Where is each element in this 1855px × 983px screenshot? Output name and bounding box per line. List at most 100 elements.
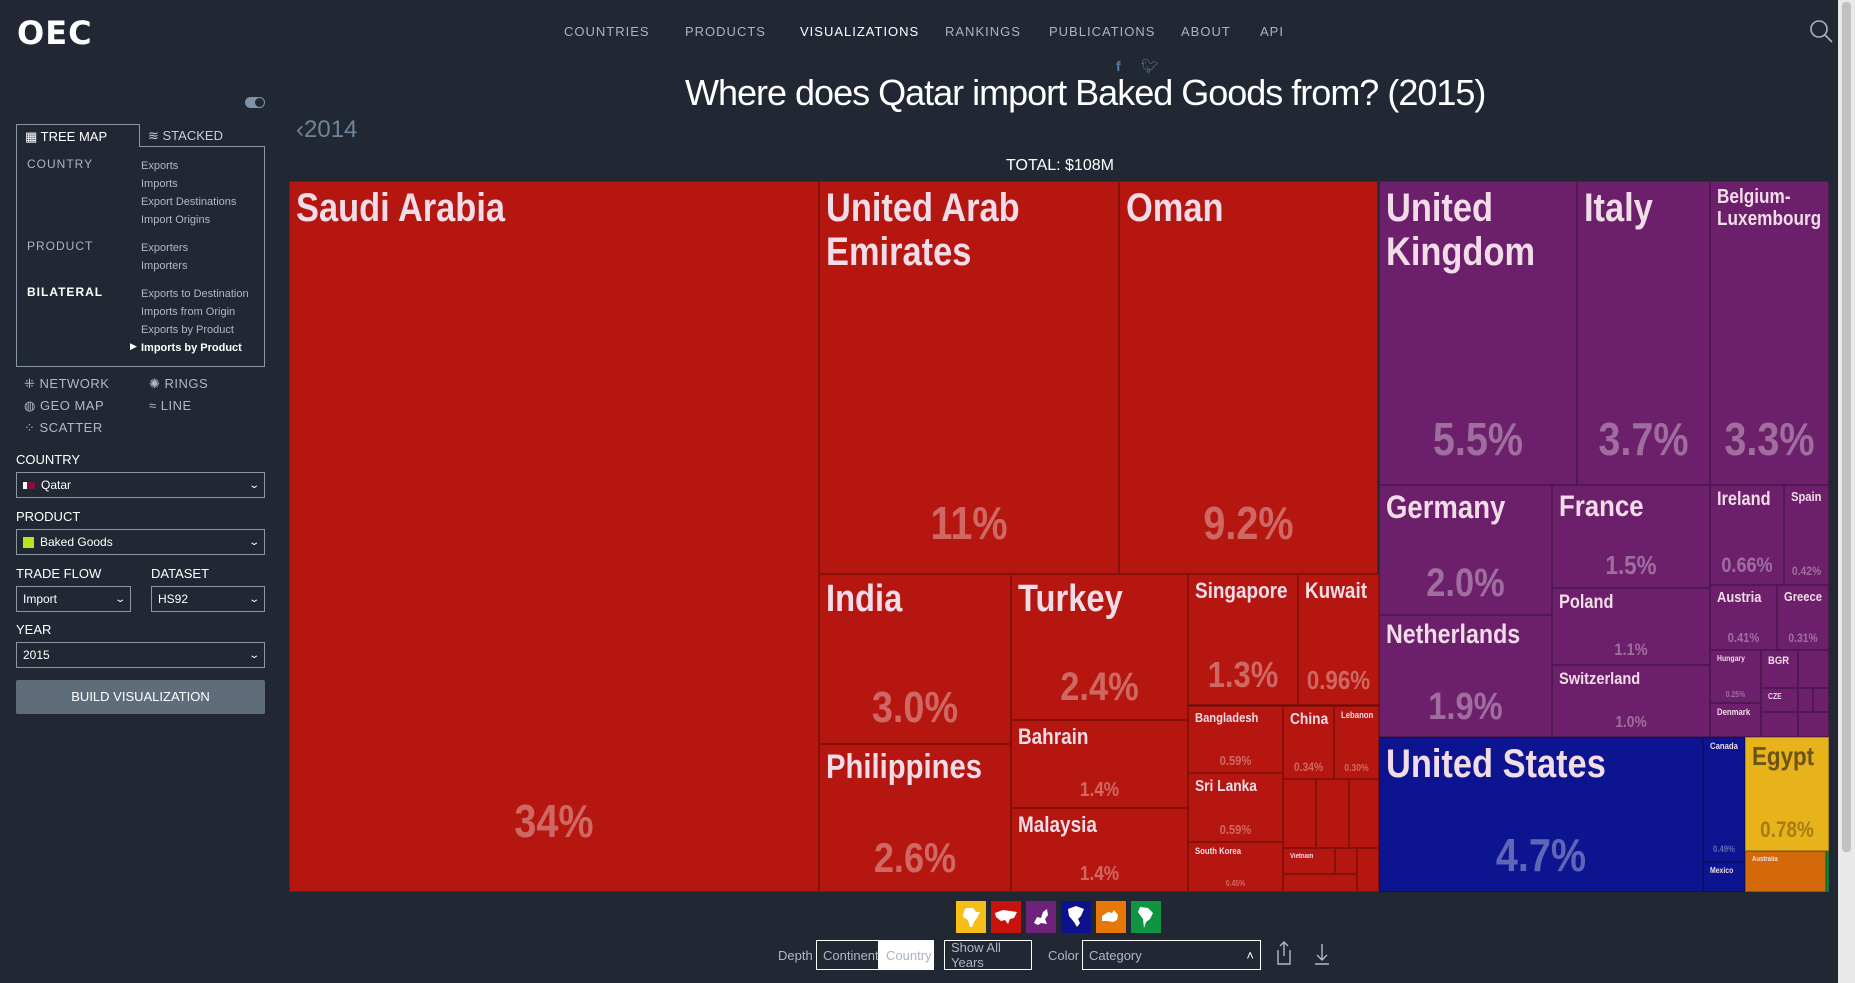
treemap-cell[interactable]: Australia (1745, 851, 1826, 892)
scrollbar-thumb[interactable] (1842, 2, 1851, 852)
link-exporters[interactable]: Exporters (141, 242, 189, 254)
treemap-cell[interactable]: Saudi Arabia 34% (289, 181, 819, 892)
treemap-cell-other[interactable] (1335, 848, 1357, 874)
treemap-cell[interactable]: Poland 1.1% (1552, 588, 1710, 665)
vertical-scrollbar[interactable] (1838, 0, 1855, 983)
depth-continent-button[interactable]: Continent (816, 940, 879, 970)
tab-stacked[interactable]: ≋ STACKED (140, 124, 231, 146)
treemap-cell[interactable]: Singapore 1.3% (1188, 574, 1298, 705)
previous-year-link[interactable]: ‹2014 (296, 116, 358, 143)
asia-legend-icon[interactable] (991, 901, 1021, 933)
treemap-cell[interactable]: Canada 0.49% (1703, 737, 1745, 862)
nav-publications[interactable]: PUBLICATIONS (1049, 24, 1156, 39)
product-select[interactable]: Baked Goods ⌄ (16, 529, 265, 555)
depth-country-button[interactable]: Country (879, 940, 934, 970)
link-imports[interactable]: Imports (141, 178, 178, 190)
north-america-legend-icon[interactable] (1061, 901, 1091, 933)
treemap-cell[interactable]: Austria 0.41% (1710, 585, 1777, 650)
link-export-destinations[interactable]: Export Destinations (141, 196, 237, 208)
africa-legend-icon[interactable] (956, 901, 986, 933)
treemap-cell-other[interactable] (1357, 848, 1379, 892)
treemap-cell[interactable]: Mexico (1703, 862, 1745, 892)
viz-scatter[interactable]: ⁘ SCATTER (24, 420, 103, 436)
nav-countries[interactable]: COUNTRIES (564, 24, 650, 39)
treemap-cell[interactable]: South Korea 0.45% (1188, 842, 1283, 892)
treemap-cell[interactable]: Hungary 0.25% (1710, 650, 1761, 703)
treemap-cell[interactable]: Sri Lanka 0.59% (1188, 773, 1283, 842)
treemap-cell[interactable]: Germany 2.0% (1379, 485, 1552, 615)
treemap-cell[interactable]: Bahrain 1.4% (1011, 720, 1188, 808)
treemap-cell[interactable]: Ireland 0.66% (1710, 485, 1784, 585)
nav-api[interactable]: API (1260, 24, 1284, 39)
treemap-cell[interactable]: Greece 0.31% (1777, 585, 1829, 650)
treemap-cell[interactable]: Kuwait 0.96% (1298, 574, 1379, 705)
treemap-cell[interactable]: United States 4.7% (1379, 737, 1703, 892)
viz-network[interactable]: ⁜ NETWORK (24, 376, 109, 392)
treemap-cell[interactable]: Denmark (1710, 703, 1761, 737)
oceania-legend-icon[interactable] (1096, 901, 1126, 933)
treemap-cell[interactable]: Turkey 2.4% (1011, 574, 1188, 720)
treemap-cell[interactable]: China 0.34% (1283, 706, 1334, 779)
treemap-cell[interactable]: BGR (1761, 650, 1798, 688)
year-select[interactable]: 2015 ⌄ (16, 642, 265, 668)
theme-toggle[interactable] (245, 97, 265, 108)
treemap-cell[interactable]: Philippines 2.6% (819, 744, 1011, 892)
treemap-cell[interactable]: CZE (1761, 688, 1798, 712)
treemap-cell[interactable]: India 3.0% (819, 574, 1011, 744)
treemap-cell[interactable]: United Arab Emirates 11% (819, 181, 1119, 574)
trade-flow-select[interactable]: Import ⌄ (16, 586, 131, 612)
link-importers[interactable]: Importers (141, 260, 188, 272)
treemap-cell-other[interactable] (1798, 688, 1813, 712)
link-exports[interactable]: Exports (141, 160, 179, 172)
treemap-cell[interactable]: Oman 9.2% (1119, 181, 1378, 574)
nav-rankings[interactable]: RANKINGS (945, 24, 1021, 39)
treemap-cell-other[interactable] (1283, 874, 1357, 892)
share-icon[interactable] (1275, 940, 1293, 966)
treemap-cell[interactable]: Spain 0.42% (1784, 485, 1829, 585)
twitter-icon[interactable]: 🐦︎ (1141, 58, 1159, 74)
nav-products[interactable]: PRODUCTS (685, 24, 766, 39)
tab-tree-map[interactable]: ▦ TREE MAP (16, 124, 140, 147)
nav-about[interactable]: ABOUT (1181, 24, 1231, 39)
build-visualization-button[interactable]: BUILD VISUALIZATION (16, 680, 265, 714)
treemap-cell[interactable]: Malaysia 1.4% (1011, 808, 1188, 892)
treemap-cell-other[interactable] (1826, 851, 1829, 892)
treemap-cell[interactable]: United Kingdom 5.5% (1379, 181, 1577, 485)
viz-geo-map[interactable]: ◍ GEO MAP (24, 398, 104, 414)
show-all-years-button[interactable]: Show All Years (944, 940, 1032, 970)
dataset-select[interactable]: HS92 ⌄ (151, 586, 265, 612)
treemap-cell[interactable]: Switzerland 1.0% (1552, 665, 1710, 737)
treemap-cell-other[interactable] (1761, 712, 1798, 737)
cell-share-percent: 0.59% (1219, 753, 1252, 769)
oec-logo[interactable]: OEC (17, 14, 93, 52)
treemap-cell[interactable]: Netherlands 1.9% (1379, 615, 1552, 737)
link-exports-to-destination[interactable]: Exports to Destination (141, 288, 249, 300)
treemap-cell-other[interactable] (1349, 779, 1379, 848)
color-select[interactable]: Category ˄ (1082, 940, 1261, 970)
treemap-cell[interactable]: Egypt 0.78% (1745, 737, 1829, 851)
viz-line[interactable]: ≈ LINE (149, 398, 192, 413)
treemap-cell-other[interactable] (1798, 712, 1829, 737)
download-icon[interactable] (1313, 940, 1331, 966)
link-imports-by-product[interactable]: Imports by Product (141, 342, 242, 354)
treemap-cell-other[interactable] (1283, 779, 1316, 848)
nav-visualizations[interactable]: VISUALIZATIONS (800, 24, 920, 39)
treemap-cell[interactable]: Italy 3.7% (1577, 181, 1710, 485)
treemap-cell[interactable]: Belgium-Luxembourg 3.3% (1710, 181, 1829, 485)
link-imports-from-origin[interactable]: Imports from Origin (141, 306, 236, 318)
search-icon[interactable] (1808, 18, 1834, 44)
treemap-cell-other[interactable] (1316, 779, 1349, 848)
treemap-cell[interactable]: Vietnam (1283, 848, 1335, 874)
country-select[interactable]: Qatar ⌄ (16, 472, 265, 498)
treemap-cell-other[interactable] (1798, 650, 1829, 688)
viz-rings[interactable]: ✺ RINGS (149, 376, 208, 392)
facebook-icon[interactable]: f (1116, 58, 1121, 74)
treemap-cell-other[interactable] (1813, 688, 1829, 712)
south-america-legend-icon[interactable] (1131, 901, 1161, 933)
treemap-cell[interactable]: Lebanon 0.30% (1334, 706, 1379, 779)
europe-legend-icon[interactable] (1026, 901, 1056, 933)
link-exports-by-product[interactable]: Exports by Product (141, 324, 234, 336)
treemap-cell[interactable]: France 1.5% (1552, 485, 1710, 588)
link-import-origins[interactable]: Import Origins (141, 214, 211, 226)
treemap-cell[interactable]: Bangladesh 0.59% (1188, 706, 1283, 773)
